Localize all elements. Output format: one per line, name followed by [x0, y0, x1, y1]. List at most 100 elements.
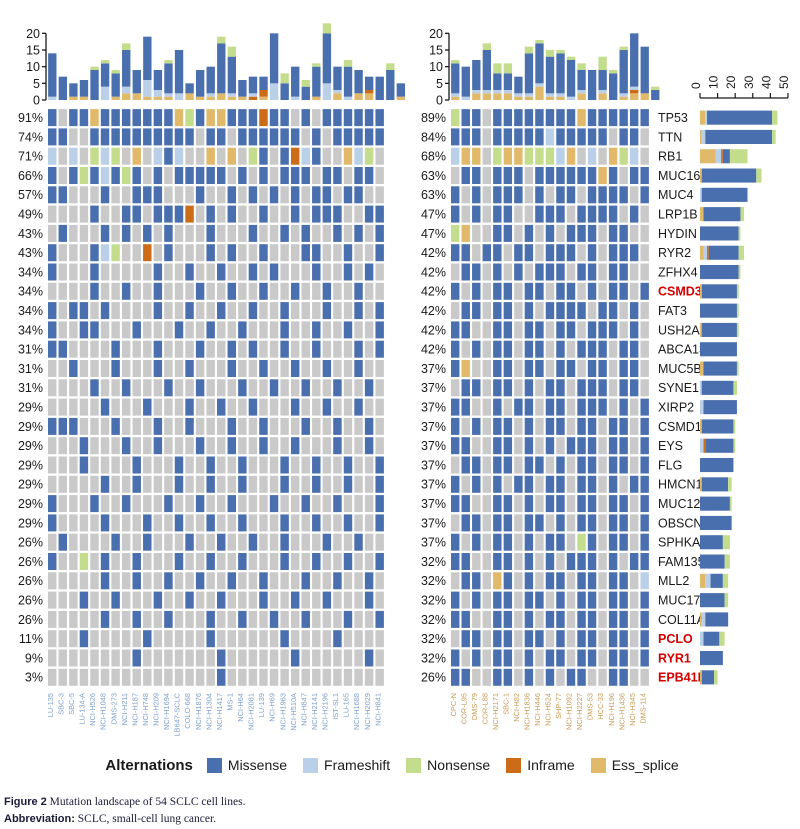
heatmap-cell: [174, 282, 184, 300]
heatmap-cell: [556, 205, 565, 223]
heatmap-cell: [164, 282, 173, 300]
heatmap-cell: [48, 244, 57, 262]
percentage-label: 29%: [18, 400, 43, 414]
heatmap-cell: [503, 668, 513, 686]
heatmap-cell: [493, 360, 502, 377]
heatmap-cell: [290, 668, 300, 686]
axis-tick-label: 0: [33, 94, 40, 108]
heatmap-cell: [354, 360, 363, 377]
heatmap-cell: [164, 398, 173, 416]
heatmap-cell: [143, 437, 152, 455]
heatmap-cell: [121, 109, 131, 127]
heatmap-cell: [503, 167, 513, 184]
sample-label: NCI-H196: [607, 693, 616, 726]
heatmap-cell: [269, 630, 279, 648]
heatmap-cell: [577, 340, 586, 358]
heatmap-cell: [503, 302, 513, 320]
gene-label: CSMD1: [658, 420, 702, 434]
gene-bar-segment: [700, 380, 702, 395]
heatmap-cell: [164, 456, 173, 474]
percentage-label: 66%: [18, 169, 43, 183]
heatmap-cell: [556, 340, 565, 358]
left-sample-labels[interactable]: LU-135 SBC-3 SBC-5 LU-134-A NCI-H526 NCI-H104…: [46, 692, 382, 736]
heatmap-cell: [90, 321, 99, 339]
heatmap-cell: [259, 167, 268, 184]
heatmap-cell: [524, 533, 534, 551]
heatmap-cell: [524, 591, 534, 609]
heatmap-cell: [280, 302, 289, 320]
heatmap-cell: [217, 263, 226, 281]
heatmap-cell: [174, 263, 184, 281]
top-bar-segment: [69, 96, 78, 100]
heatmap-cell: [640, 495, 649, 513]
heatmap-cell: [482, 533, 492, 551]
heatmap-cell: [195, 302, 205, 320]
gene-bar-segment: [700, 284, 702, 299]
top-bar-segment: [164, 93, 173, 97]
top-bar-segment: [58, 76, 68, 100]
heatmap-cell: [301, 475, 310, 493]
heatmap-cell: [206, 186, 215, 204]
top-bar-segment: [248, 93, 258, 97]
heatmap-cell: [566, 360, 576, 377]
heatmap-cell: [111, 128, 120, 146]
left-percentage-column[interactable]: 91%74%71%66%57%49%43%43%34%34%34%34%31%3…: [18, 111, 43, 685]
gene-label: XIRP2: [658, 400, 694, 414]
heatmap-cell: [472, 128, 481, 146]
heatmap-cell: [259, 263, 268, 281]
heatmap-cell: [556, 417, 565, 435]
percentage-label: 29%: [18, 478, 43, 492]
heatmap-cell: [545, 610, 555, 628]
sample-label: LU-165: [342, 693, 351, 717]
heatmap-cell: [545, 398, 555, 416]
right-percentage-column[interactable]: 89%84%68%63%63%47%47%42%42%42%42%42%42%3…: [421, 111, 446, 685]
gene-bar-segment: [724, 593, 729, 608]
gene-bar-segment: [700, 477, 702, 492]
gene-bar-segment: [700, 593, 725, 608]
percentage-label: 42%: [421, 265, 446, 279]
gene-label: OBSCN: [658, 516, 702, 530]
heatmap-cell: [333, 147, 342, 165]
right-heatmap[interactable]: [451, 109, 649, 686]
heatmap-cell: [174, 417, 184, 435]
left-heatmap[interactable]: [48, 109, 384, 686]
heatmap-cell: [174, 224, 184, 242]
heatmap-cell: [48, 591, 57, 609]
top-bar-segment: [556, 53, 565, 94]
heatmap-cell: [111, 553, 120, 570]
heatmap-cell: [375, 379, 384, 397]
heatmap-cell: [343, 417, 353, 435]
heatmap-cell: [217, 533, 226, 551]
gene-bar-segment: [700, 129, 702, 144]
heatmap-cell: [503, 591, 513, 609]
percentage-label: 74%: [18, 130, 43, 144]
heatmap-cell: [333, 321, 342, 339]
heatmap-cell: [227, 572, 237, 590]
right-sample-labels[interactable]: CPC-N COR-L95 DMS-79 COR-L88 NCI-H2171 SBC-1 N…: [449, 693, 647, 730]
heatmap-cell: [312, 340, 321, 358]
gene-label-column[interactable]: TP53TTNRB1MUC16MUC4LRP1BHYDINRYR2ZFHX4CS…: [658, 111, 713, 685]
heatmap-cell: [322, 456, 332, 474]
heatmap-cell: [280, 186, 289, 204]
heatmap-cell: [174, 205, 184, 223]
heatmap-cell: [248, 360, 258, 377]
gene-label: TTN: [658, 130, 682, 144]
heatmap-cell: [90, 186, 99, 204]
heatmap-cell: [322, 263, 332, 281]
heatmap-cell: [248, 475, 258, 493]
heatmap-cell: [514, 186, 523, 204]
heatmap-cell: [598, 591, 607, 609]
heatmap-cell: [514, 553, 523, 570]
gene-frequency-bar-chart[interactable]: 0 10 20 30 40 50: [689, 75, 791, 685]
top-bar-segment: [619, 46, 628, 50]
heatmap-cell: [111, 147, 120, 165]
heatmap-cell: [343, 167, 353, 184]
gene-bar-segment: [708, 245, 739, 260]
heatmap-cell: [111, 533, 120, 551]
heatmap-cell: [629, 302, 639, 320]
heatmap-cell: [248, 205, 258, 223]
percentage-label: 32%: [421, 632, 446, 646]
